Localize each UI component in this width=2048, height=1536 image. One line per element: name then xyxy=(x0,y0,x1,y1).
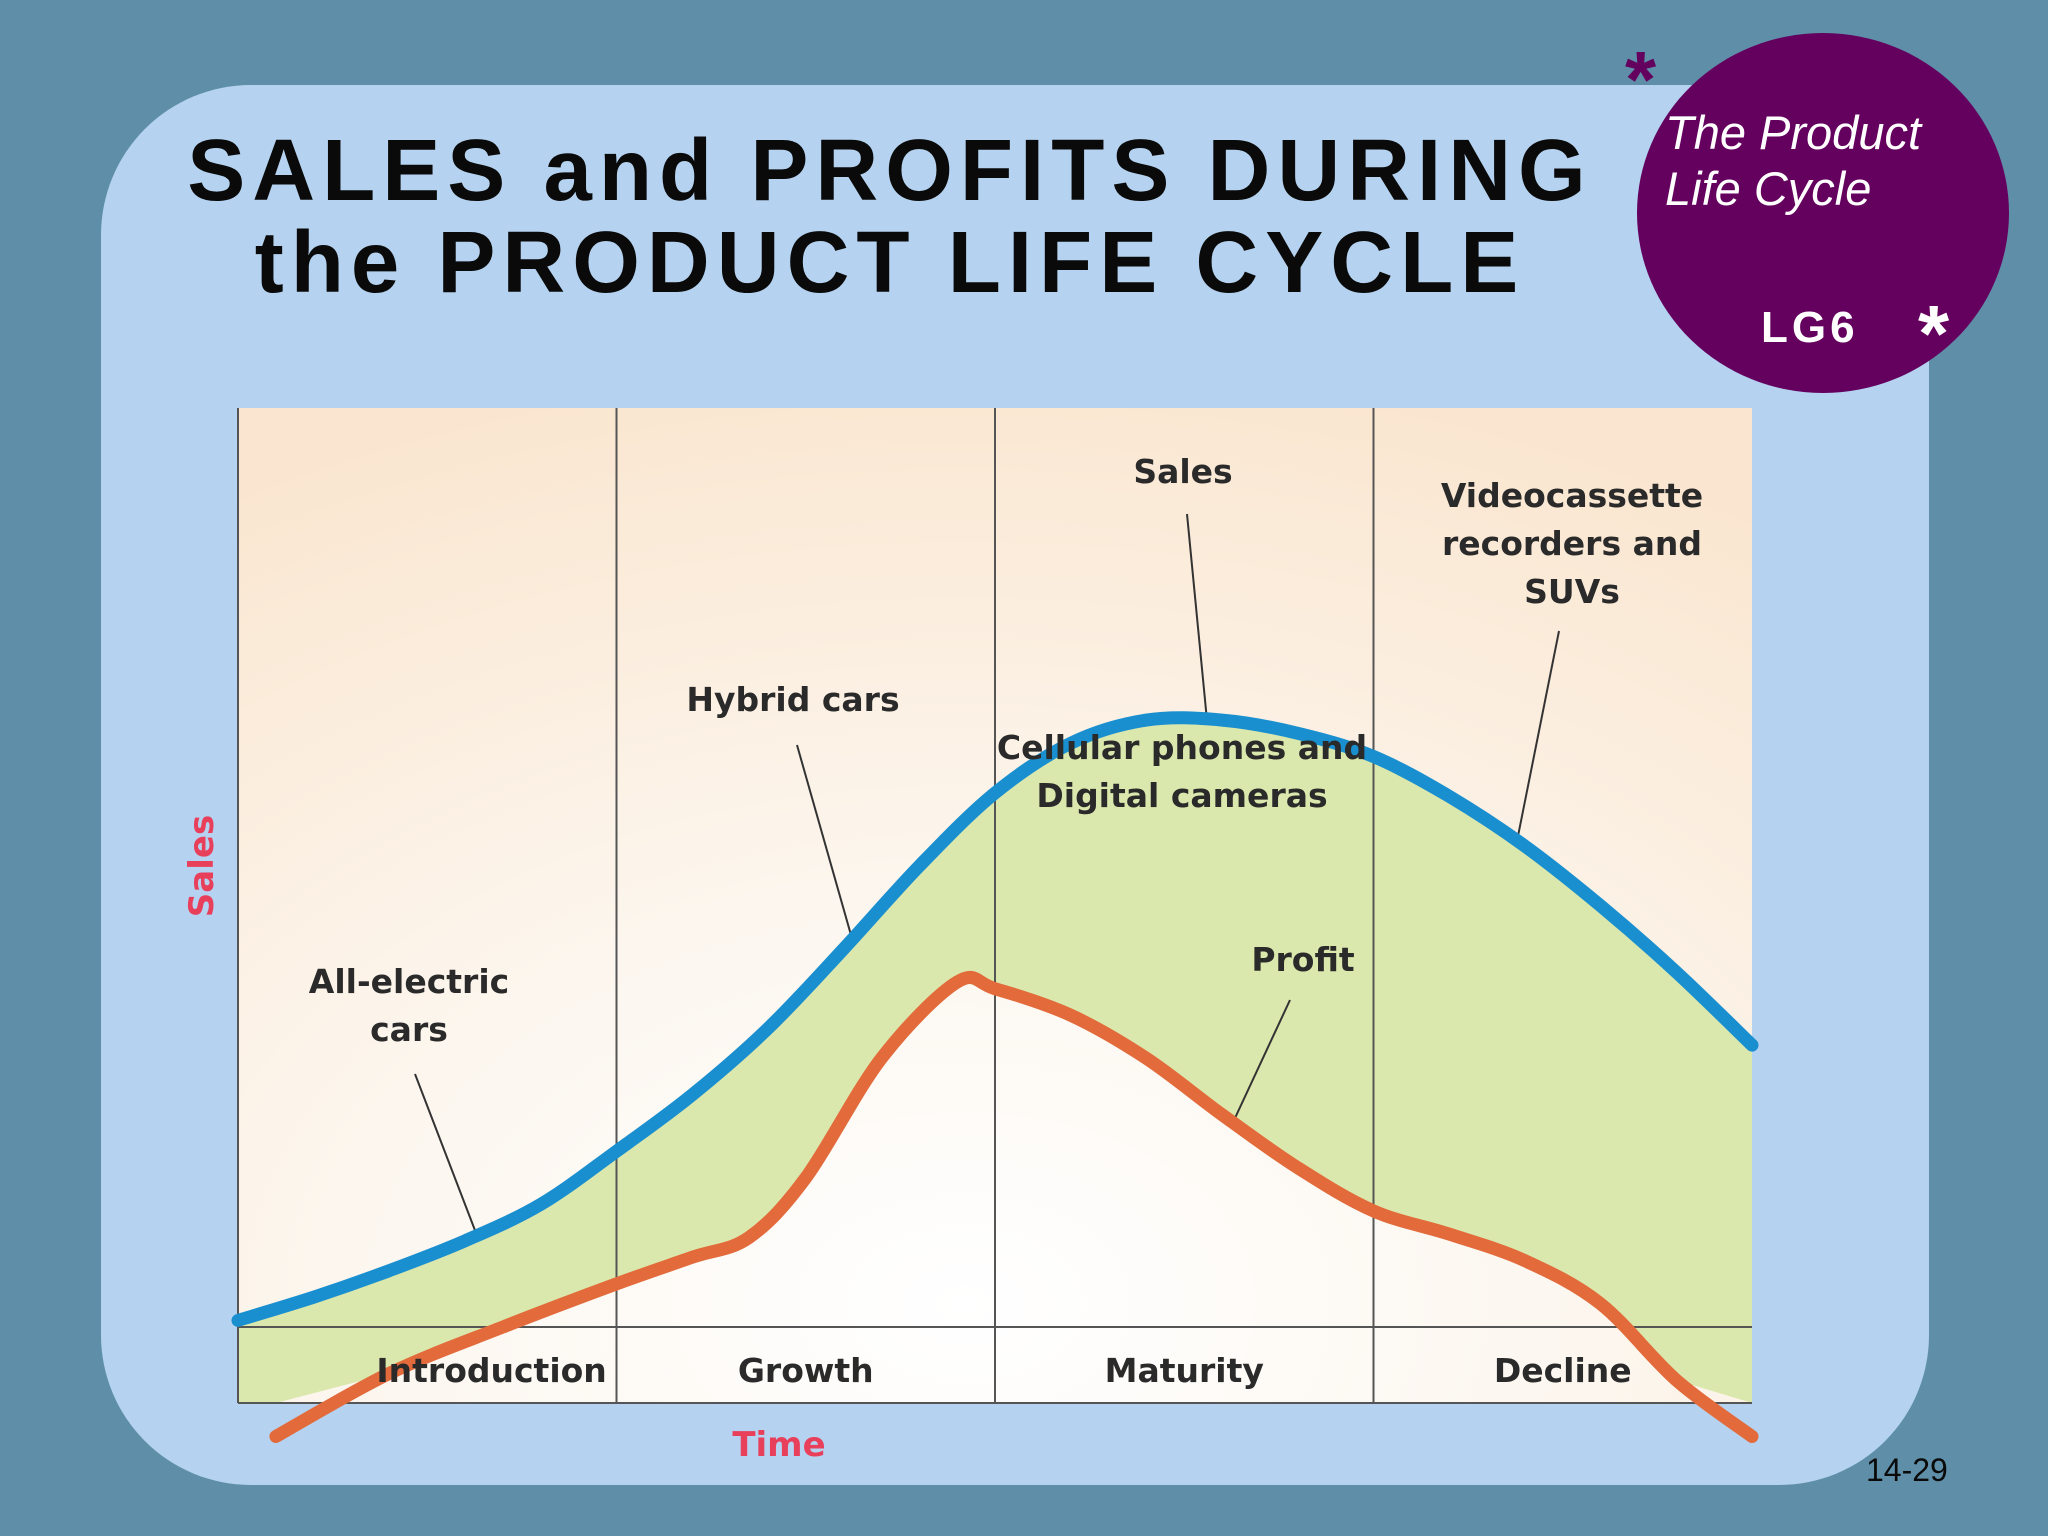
stage-label-maturity: Maturity xyxy=(1105,1351,1264,1390)
annotation-label: Sales xyxy=(1133,452,1232,491)
stage-label-growth: Growth xyxy=(738,1351,874,1390)
annotation-leader-line xyxy=(414,1073,478,1235)
badge-line-2: Life Cycle xyxy=(1665,162,1872,215)
annotation-label: Profit xyxy=(1251,940,1355,979)
y-axis-label: Sales xyxy=(182,815,222,917)
asterisk-icon: * xyxy=(1918,289,1950,378)
sales-line xyxy=(231,711,1759,1327)
stage-label-decline: Decline xyxy=(1494,1351,1632,1390)
annotation-leader-line xyxy=(1516,630,1560,840)
title-line-2: the PRODUCT LIFE CYCLE xyxy=(254,214,1526,311)
asterisk-icon: * xyxy=(1625,35,1657,124)
x-axis-label: Time xyxy=(732,1425,825,1465)
annotation-leader-line xyxy=(1186,513,1208,721)
annotation-label: Hybrid cars xyxy=(686,680,899,719)
badge-text: The Product Life Cycle xyxy=(1665,105,1965,217)
profit-line xyxy=(269,970,1759,1443)
annotation-label: All-electric cars xyxy=(309,962,509,1049)
annotation-label: Videocassette recorders and SUVs xyxy=(1441,476,1703,611)
page-title: SALES and PROFITS DURING the PRODUCT LIF… xyxy=(140,125,1640,309)
badge-line-1: The Product xyxy=(1665,106,1922,159)
stage-label-introduction: Introduction xyxy=(376,1351,606,1390)
annotation-leader-line xyxy=(796,744,853,936)
annotation-label: Cellular phones and Digital cameras xyxy=(997,728,1367,815)
section-badge xyxy=(1637,33,2009,393)
title-line-1: SALES and PROFITS DURING xyxy=(187,122,1593,219)
annotation-leader-line xyxy=(1232,999,1291,1122)
slide-number: 14-29 xyxy=(1866,1452,1948,1488)
learning-goal-code: LG6 xyxy=(1761,303,1859,352)
